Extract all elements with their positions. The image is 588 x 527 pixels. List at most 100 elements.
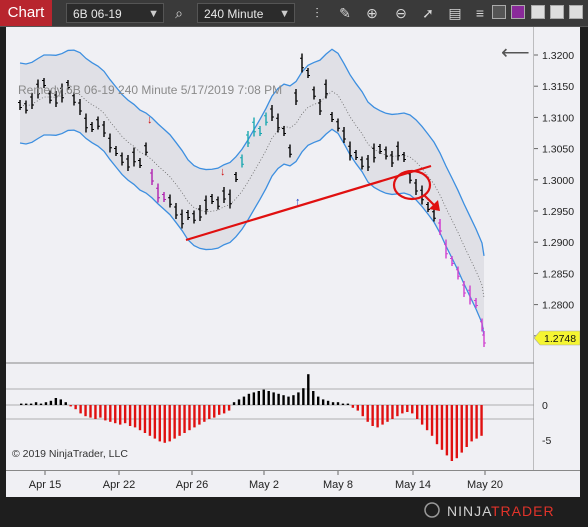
purple-square-icon[interactable] (511, 5, 525, 19)
histogram-bar (252, 392, 256, 405)
histogram-bar (84, 405, 87, 417)
chart-panel[interactable]: Remedy 6B 06-19 240 Minute 5/17/2019 7:0… (6, 27, 580, 470)
chart-tab[interactable]: Chart (0, 0, 52, 26)
histogram-bar (430, 405, 434, 436)
histogram-bar (222, 405, 226, 414)
histogram-bar (114, 405, 117, 424)
histogram-bar (346, 403, 350, 405)
histogram-bar (143, 405, 147, 433)
arrow-left-icon[interactable]: ⟵ (501, 42, 530, 64)
instrument-selector[interactable]: 6B 06-19 ▼ (66, 3, 164, 23)
chart-toolbar: Chart 6B 06-19 ▼ ⌕ 240 Minute ▼ ⫶ ✎ ⊕ ⊖ … (0, 0, 588, 27)
properties-icon[interactable]: ▤ (448, 5, 462, 21)
histogram-bar (480, 405, 483, 436)
histogram-bar (341, 403, 345, 405)
price-chart[interactable]: Remedy 6B 06-19 240 Minute 5/17/2019 7:0… (6, 27, 580, 470)
down-arrow-icon: ↓ (220, 166, 226, 178)
close-icon[interactable] (569, 5, 583, 19)
price-label: 1.2900 (542, 237, 574, 249)
histogram-bar (34, 402, 38, 405)
price-axis[interactable]: 1.3200 1.3150 1.3100 1.3050 1.3000 1.2950 1.29… (533, 27, 581, 470)
histogram-bar (29, 403, 33, 405)
histogram-bar (440, 405, 444, 450)
date-label: May 8 (323, 479, 353, 491)
histogram-bar (183, 405, 186, 433)
histogram-bar (470, 405, 473, 442)
histogram-bar (203, 405, 206, 422)
histogram-bar (94, 405, 97, 419)
up-arrow-icon: ↑ (295, 196, 301, 208)
price-bars (18, 53, 486, 347)
histogram-bar (133, 405, 137, 428)
histogram-bar (336, 402, 340, 405)
histogram-bar (227, 405, 231, 411)
histogram-bar (54, 398, 58, 405)
histogram-bar (173, 405, 176, 439)
histogram-bar (326, 400, 330, 405)
histogram-bar (74, 405, 77, 410)
drawing-pencil-icon[interactable]: ✎ (339, 5, 351, 21)
show-trade-icon[interactable]: ≡ (475, 5, 485, 21)
bar-type-icon[interactable]: ⫶ (315, 5, 319, 21)
histogram-bar (445, 405, 449, 456)
histogram-bar (153, 405, 157, 439)
histogram-bar (406, 405, 409, 412)
date-label: Apr 15 (29, 479, 61, 491)
dark-square-icon[interactable] (492, 5, 506, 19)
histogram-bar (321, 399, 325, 405)
zoom-in-icon[interactable]: ⊕ (366, 5, 378, 21)
histogram-bar (386, 405, 389, 422)
trendline[interactable] (185, 164, 432, 242)
histogram-bar (193, 405, 196, 428)
histogram-bar (104, 405, 107, 421)
price-label: 1.3100 (542, 112, 574, 124)
histogram-bar (64, 402, 67, 405)
histogram-bar (376, 405, 379, 428)
chevron-down-icon: ▼ (279, 8, 290, 20)
histogram-bar (401, 405, 404, 414)
chevron-down-icon: ▼ (148, 8, 159, 20)
histogram-bar (44, 402, 48, 405)
chart-watermark: Remedy 6B 06-19 240 Minute 5/17/2019 7:0… (18, 83, 282, 97)
histogram-bar (366, 405, 369, 422)
timeframe-selector[interactable]: 240 Minute ▼ (197, 3, 295, 23)
footer-brand: NINJA TRADER (0, 497, 588, 522)
time-axis[interactable]: Apr 15 Apr 22 Apr 26 May 2 May 8 May 14 May 20 (6, 470, 580, 497)
zoom-out-icon[interactable]: ⊖ (395, 5, 407, 21)
histogram-bar (128, 405, 132, 426)
histogram-bar (237, 399, 241, 405)
histogram-bar (465, 405, 468, 447)
lower-band-line (19, 128, 485, 336)
histogram-bar (361, 405, 364, 417)
histogram-bar (49, 400, 53, 405)
histogram-bar (119, 405, 122, 425)
histogram-bar (208, 405, 211, 419)
date-label: May 14 (395, 479, 431, 491)
price-label: 1.2850 (542, 268, 574, 280)
histogram-bar (381, 405, 384, 425)
histogram-bar (99, 405, 102, 418)
pointer-icon[interactable]: ➚ (422, 5, 434, 21)
date-label: May 2 (249, 479, 279, 491)
price-label: 1.3200 (542, 50, 574, 62)
annotation-arrow-head (429, 200, 440, 211)
histogram-bar (242, 396, 246, 405)
histogram-bar (178, 405, 181, 436)
timeframe-label: 240 Minute (204, 7, 264, 21)
date-label: Apr 22 (103, 479, 135, 491)
price-label: 1.2950 (542, 206, 574, 218)
histogram-bar (331, 402, 335, 405)
histogram-bar (317, 396, 320, 405)
histogram-bar (24, 403, 28, 405)
date-label: Apr 26 (176, 479, 208, 491)
histogram-bar (416, 405, 419, 419)
maximize-icon[interactable] (550, 5, 564, 19)
histogram-bar (59, 399, 62, 405)
highlight-ellipse[interactable] (392, 169, 432, 201)
histogram-bar (425, 405, 429, 431)
search-icon[interactable]: ⌕ (175, 5, 183, 21)
histogram-bars (20, 374, 483, 461)
histogram-bar (148, 405, 152, 436)
minimize-icon[interactable] (531, 5, 545, 19)
brand-ninja: NINJA (447, 503, 492, 519)
